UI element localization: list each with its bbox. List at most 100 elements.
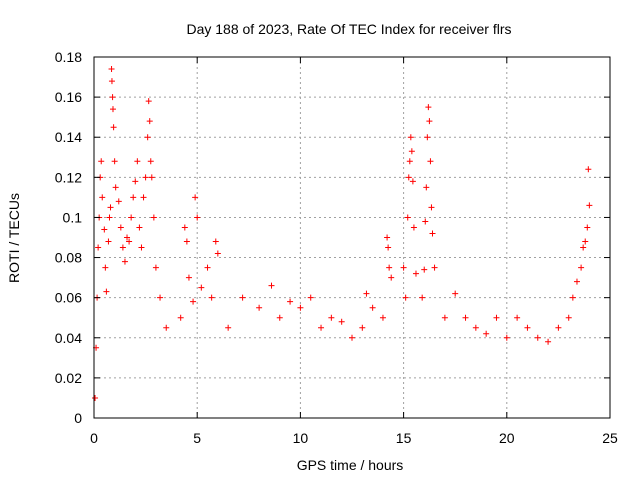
data-point xyxy=(144,134,151,141)
data-point xyxy=(98,158,105,165)
data-point xyxy=(363,290,370,297)
data-point xyxy=(585,166,592,173)
data-point xyxy=(429,230,436,237)
data-point xyxy=(108,78,115,85)
data-point xyxy=(428,204,435,211)
data-point xyxy=(115,198,122,205)
data-point xyxy=(565,314,572,321)
data-point xyxy=(181,224,188,231)
data-point xyxy=(580,244,587,251)
data-point xyxy=(404,214,411,221)
data-point xyxy=(239,294,246,301)
data-point xyxy=(107,204,114,211)
data-point xyxy=(212,238,219,245)
data-point xyxy=(338,318,345,325)
chart-title: Day 188 of 2023, Rate Of TEC Index for r… xyxy=(186,21,511,37)
data-point xyxy=(410,224,417,231)
data-point xyxy=(369,304,376,311)
data-point xyxy=(493,314,500,321)
y-tick-label: 0.04 xyxy=(55,330,82,346)
data-point xyxy=(225,324,232,331)
data-point xyxy=(119,244,126,251)
data-point xyxy=(419,294,426,301)
data-point xyxy=(472,324,479,331)
data-point xyxy=(349,334,355,341)
data-point xyxy=(297,304,304,311)
data-point xyxy=(102,264,109,271)
x-tick-label: 5 xyxy=(193,430,201,446)
data-point xyxy=(103,288,110,295)
data-point xyxy=(384,234,391,241)
data-point xyxy=(108,66,115,73)
data-point xyxy=(452,290,459,297)
data-point xyxy=(586,202,593,209)
data-point xyxy=(128,214,135,221)
y-tick-label: 0.16 xyxy=(55,89,82,105)
data-point xyxy=(385,244,392,251)
data-point xyxy=(412,270,419,277)
data-point xyxy=(163,324,170,331)
data-point xyxy=(132,178,139,185)
data-point xyxy=(424,134,431,141)
data-point xyxy=(92,394,99,401)
data-point xyxy=(573,278,580,285)
data-point xyxy=(386,264,393,271)
y-axis-label: ROTI / TECUs xyxy=(6,193,22,283)
data-point xyxy=(214,250,221,257)
data-point xyxy=(359,324,366,331)
data-point xyxy=(514,314,521,321)
data-point xyxy=(427,158,434,165)
y-tick-label: 0.1 xyxy=(63,209,83,225)
data-point xyxy=(190,298,197,305)
data-point xyxy=(503,334,510,341)
data-point xyxy=(109,106,116,113)
data-point xyxy=(106,214,113,221)
data-point xyxy=(99,194,106,201)
data-point xyxy=(407,134,414,141)
data-point xyxy=(578,264,585,271)
data-point xyxy=(426,118,433,125)
data-point xyxy=(146,118,153,125)
y-tick-label: 0.18 xyxy=(55,49,82,65)
data-point xyxy=(545,338,552,345)
data-point xyxy=(110,124,117,131)
data-point xyxy=(441,314,448,321)
data-point xyxy=(121,258,128,265)
data-point xyxy=(483,330,490,337)
x-tick-label: 10 xyxy=(293,430,309,446)
data-point xyxy=(318,324,325,331)
data-point xyxy=(117,224,124,231)
data-point xyxy=(192,194,199,201)
data-point xyxy=(408,148,415,155)
data-point xyxy=(130,194,137,201)
data-point xyxy=(152,264,159,271)
data-point xyxy=(422,218,429,225)
data-point xyxy=(95,244,102,251)
data-point xyxy=(185,274,192,281)
y-tick-label: 0.06 xyxy=(55,290,82,306)
x-tick-label: 0 xyxy=(90,430,98,446)
data-point xyxy=(405,174,412,181)
data-point xyxy=(208,294,215,301)
data-point xyxy=(140,194,147,201)
data-point xyxy=(555,324,562,331)
data-point xyxy=(183,238,190,245)
x-tick-label: 20 xyxy=(499,430,515,446)
data-point xyxy=(421,266,428,273)
y-tick-label: 0.02 xyxy=(55,370,82,386)
plot-frame xyxy=(93,56,611,419)
data-point xyxy=(194,214,201,221)
data-point xyxy=(138,244,145,251)
data-point xyxy=(287,298,294,305)
data-point xyxy=(150,214,157,221)
data-point xyxy=(126,238,133,245)
data-point xyxy=(534,334,541,341)
data-point xyxy=(198,284,205,291)
y-tick-label: 0 xyxy=(74,410,82,426)
data-point xyxy=(431,264,438,271)
x-tick-label: 15 xyxy=(396,430,412,446)
data-point xyxy=(584,224,591,231)
data-point xyxy=(148,174,155,181)
data-point xyxy=(124,234,131,241)
